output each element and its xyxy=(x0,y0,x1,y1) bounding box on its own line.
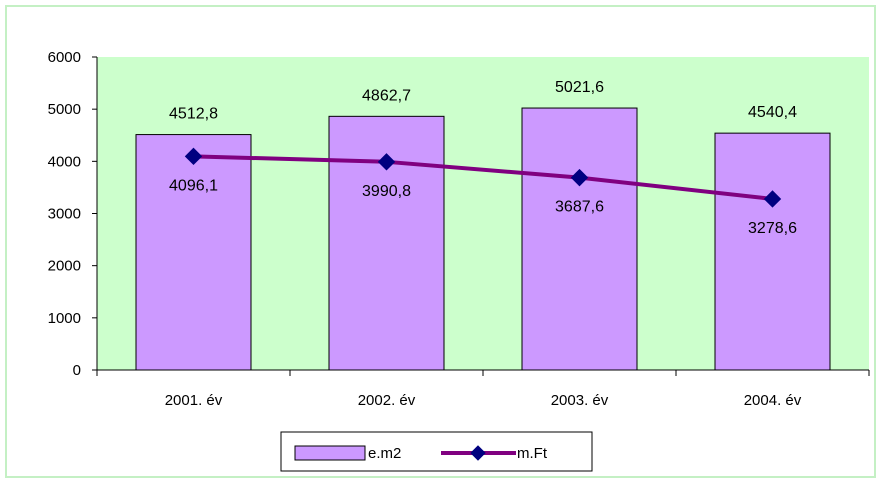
y-tick-label-6000: 6000 xyxy=(48,49,81,66)
x-tick-label-2: 2002. év xyxy=(358,392,416,409)
line-marker-4 xyxy=(763,190,782,208)
bar-3 xyxy=(521,107,638,371)
line-marker-3 xyxy=(570,168,589,187)
x-tick-label-1: 2001. év xyxy=(165,392,223,409)
legend-marker-m-ft xyxy=(470,445,486,461)
bar-4 xyxy=(714,132,831,371)
line-marker-2 xyxy=(377,153,396,171)
y-tick-label-4000: 4000 xyxy=(48,153,81,170)
bar-value-label-2: 4862,7 xyxy=(362,87,411,104)
y-tick-label-1000: 1000 xyxy=(48,310,81,327)
y-tick-label-3000: 3000 xyxy=(48,206,81,223)
bar-value-label-4: 4540,4 xyxy=(748,104,797,121)
x-tick-label-4: 2004. év xyxy=(744,392,802,409)
x-tick-label-3: 2003. év xyxy=(551,392,609,409)
y-tick-label-5000: 5000 xyxy=(48,101,81,118)
y-tick-label-2000: 2000 xyxy=(48,258,81,275)
legend-label-m-ft: m.Ft xyxy=(517,445,548,462)
line-series-m-ft xyxy=(193,154,773,201)
legend-label-e-m2: e.m2 xyxy=(368,445,401,462)
bar-value-label-1: 4512,8 xyxy=(169,106,218,123)
line-value-label-4: 3278,6 xyxy=(748,220,797,237)
bar-value-label-3: 5021,6 xyxy=(555,79,604,96)
y-tick-label-0: 0 xyxy=(73,362,81,379)
bar-1 xyxy=(135,134,252,371)
line-marker-1 xyxy=(184,147,203,166)
line-value-label-3: 3687,6 xyxy=(555,199,604,216)
line-value-label-1: 4096,1 xyxy=(169,177,218,194)
legend-swatch-e-m2 xyxy=(294,445,366,461)
line-value-label-2: 3990,8 xyxy=(362,183,411,200)
